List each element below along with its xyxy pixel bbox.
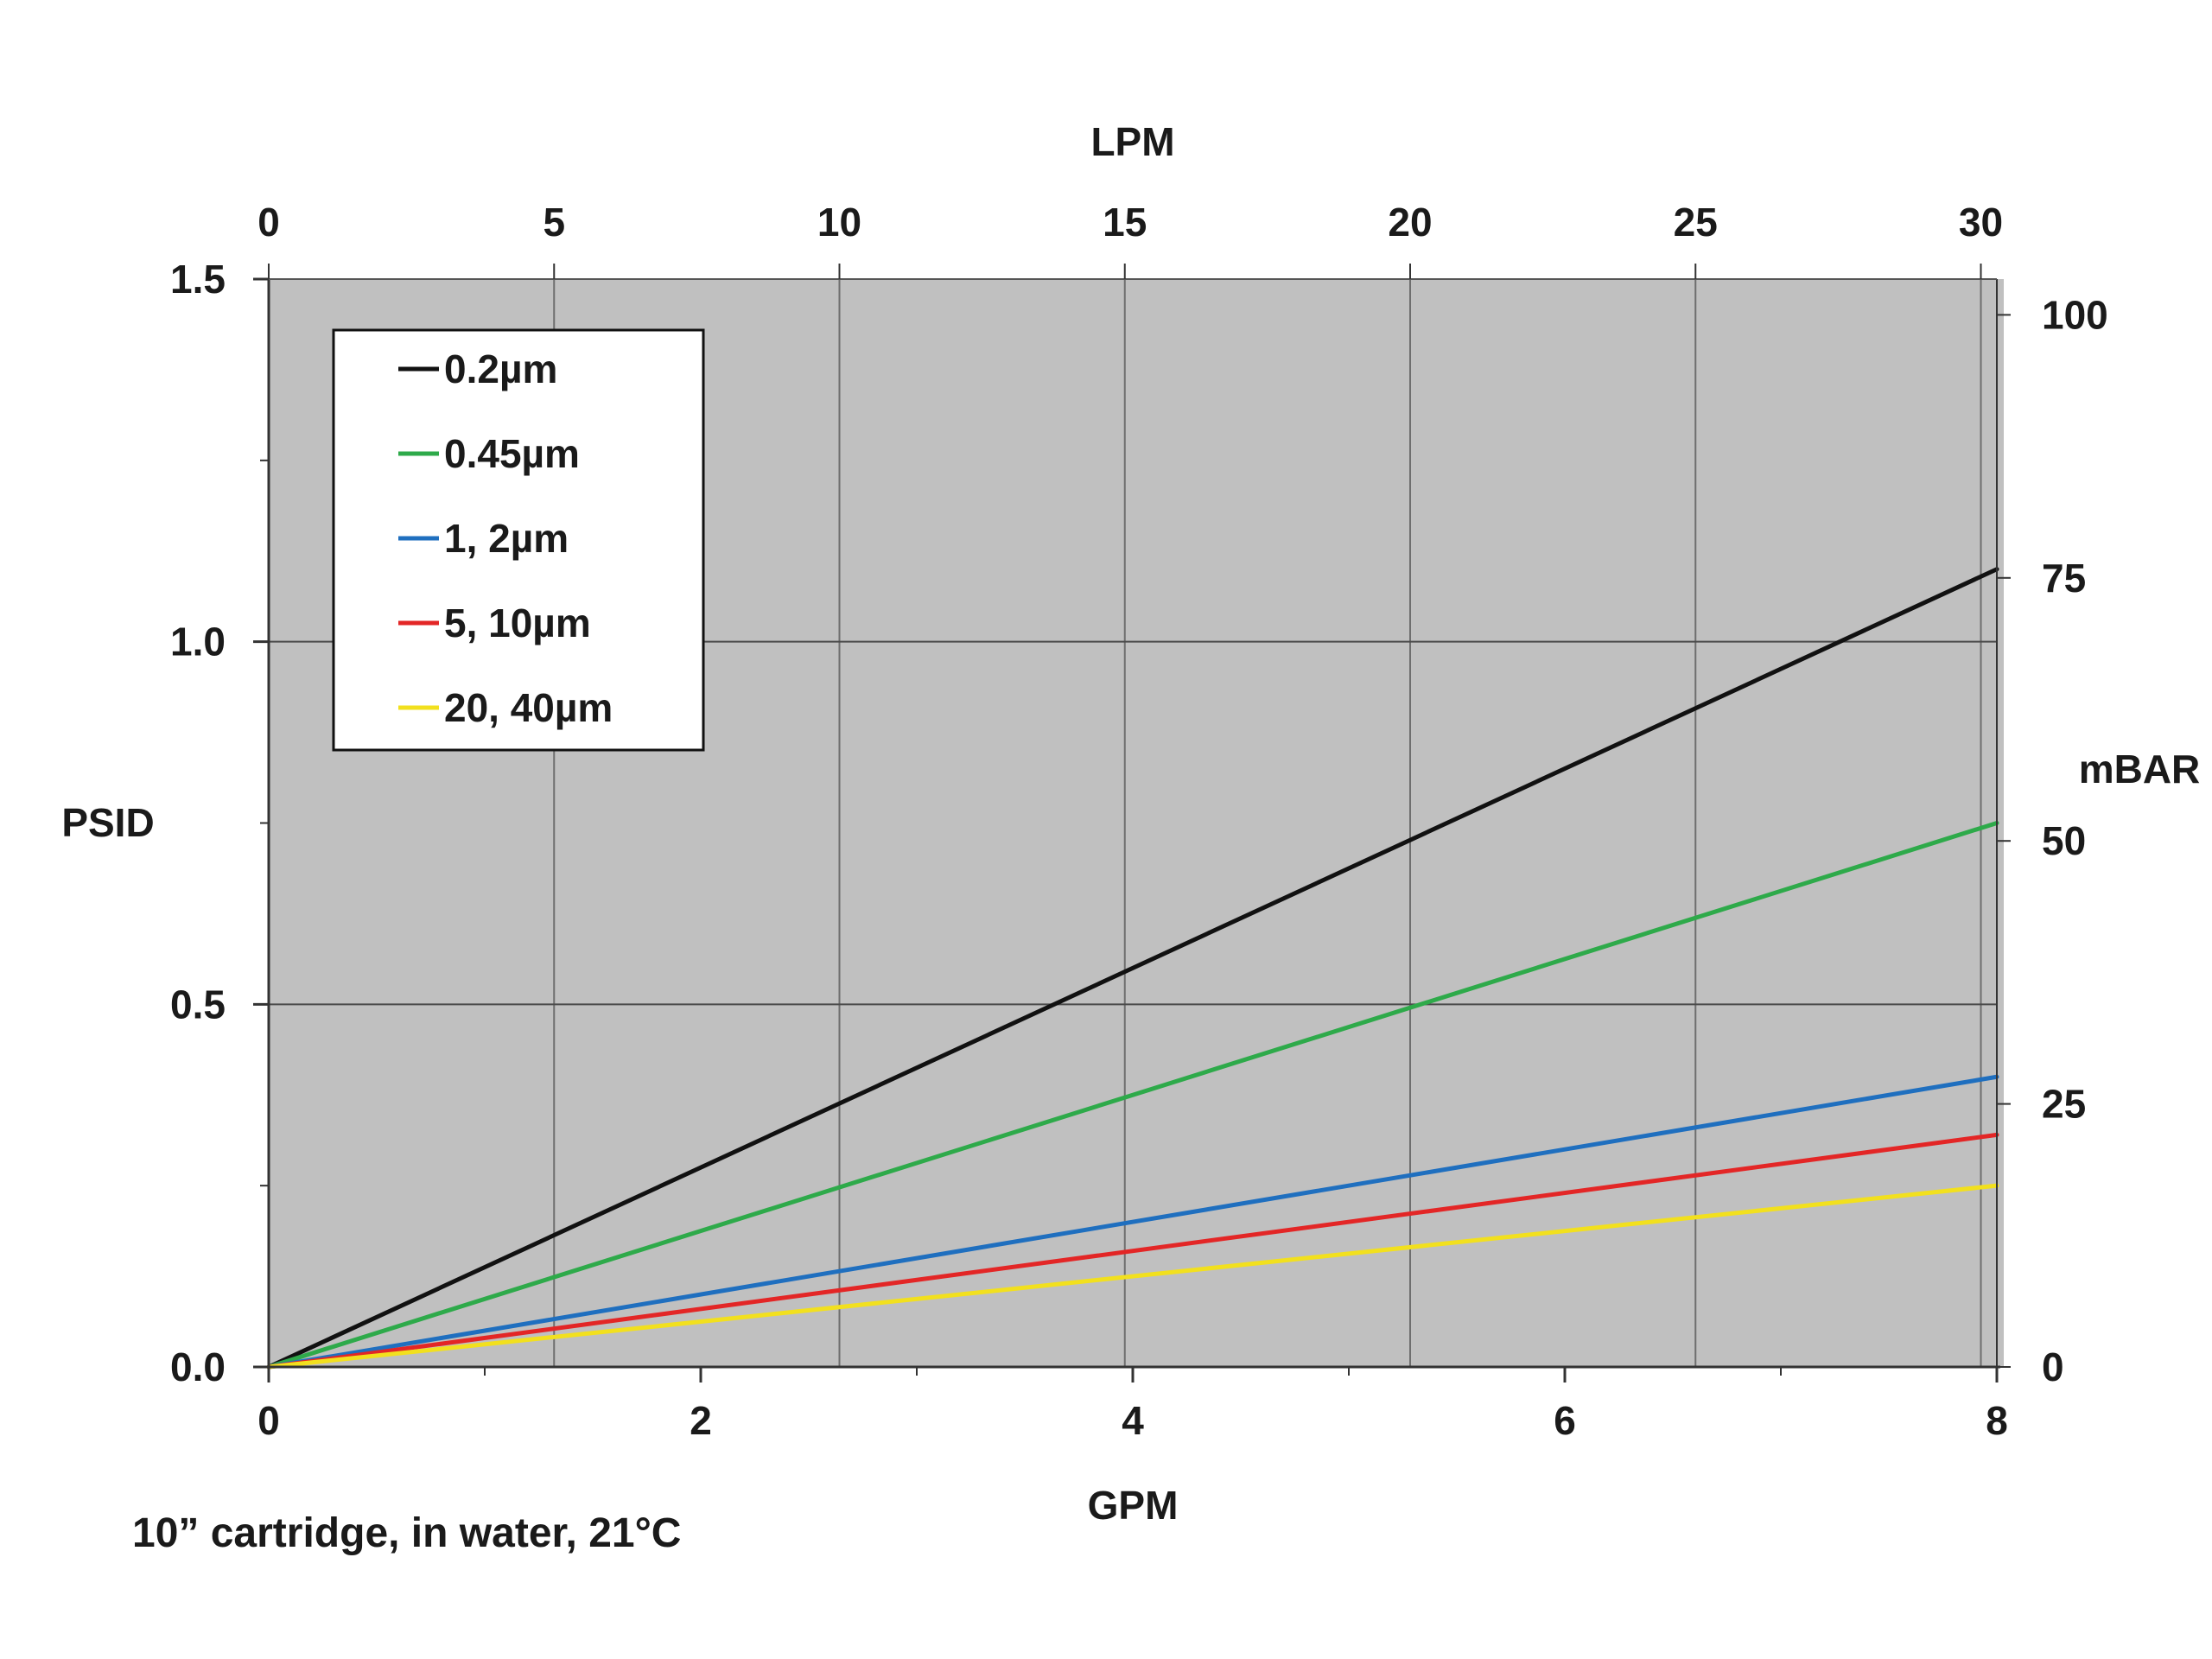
legend-label: 5, 10µm — [444, 601, 591, 645]
series-lines — [266, 567, 1999, 1370]
x2-tick-label: 30 — [1959, 200, 2003, 245]
y2-tick-label: 25 — [2042, 1082, 2086, 1127]
y2-tick-label: 50 — [2042, 818, 2086, 863]
x-tick-label: 4 — [1122, 1398, 1144, 1443]
chart-note: 10” cartridge, in water, 21°C — [132, 1510, 681, 1556]
legend-label: 0.2µm — [444, 346, 557, 391]
series-line — [266, 1132, 1999, 1370]
legend-box — [332, 328, 705, 752]
x2-tick-label: 20 — [1388, 200, 1432, 245]
x2-tick-label: 0 — [257, 200, 280, 245]
series-line — [266, 1183, 1999, 1370]
x2-axis-title: LPM — [1090, 119, 1174, 164]
x2-tick-label: 15 — [1103, 200, 1147, 245]
series-line — [266, 1074, 1999, 1370]
x-tick-label: 6 — [1554, 1398, 1576, 1443]
y-tick-label: 0.5 — [170, 982, 226, 1027]
legend: 0.2µm 0.45µm 1, 2µm 5, 10µm 20, 40µm — [332, 328, 705, 752]
x-tick-label: 8 — [1986, 1398, 2008, 1443]
x2-tick-label: 10 — [817, 200, 861, 245]
y-axis-title: PSID — [61, 800, 154, 845]
legend-label: 20, 40µm — [444, 685, 613, 730]
series-line — [266, 567, 1999, 1370]
y-tick-label: 1.0 — [170, 620, 226, 664]
x-tick-label: 2 — [690, 1398, 712, 1443]
x2-tick-label: 25 — [1674, 200, 1718, 245]
series-line — [266, 821, 1999, 1370]
y2-tick-label: 0 — [2042, 1344, 2064, 1389]
axes — [253, 264, 2011, 1382]
y-tick-label: 0.0 — [170, 1344, 226, 1389]
y-tick-label: 1.5 — [170, 257, 226, 302]
x-tick-label: 0 — [257, 1398, 280, 1443]
x-axis-title: GPM — [1088, 1483, 1179, 1528]
y2-axis-title: mBAR — [2079, 747, 2201, 791]
legend-label: 1, 2µm — [444, 516, 569, 561]
legend-label: 0.45µm — [444, 431, 580, 476]
y2-tick-label: 100 — [2042, 292, 2108, 337]
y2-tick-label: 75 — [2042, 556, 2086, 601]
x2-tick-label: 5 — [543, 200, 565, 245]
